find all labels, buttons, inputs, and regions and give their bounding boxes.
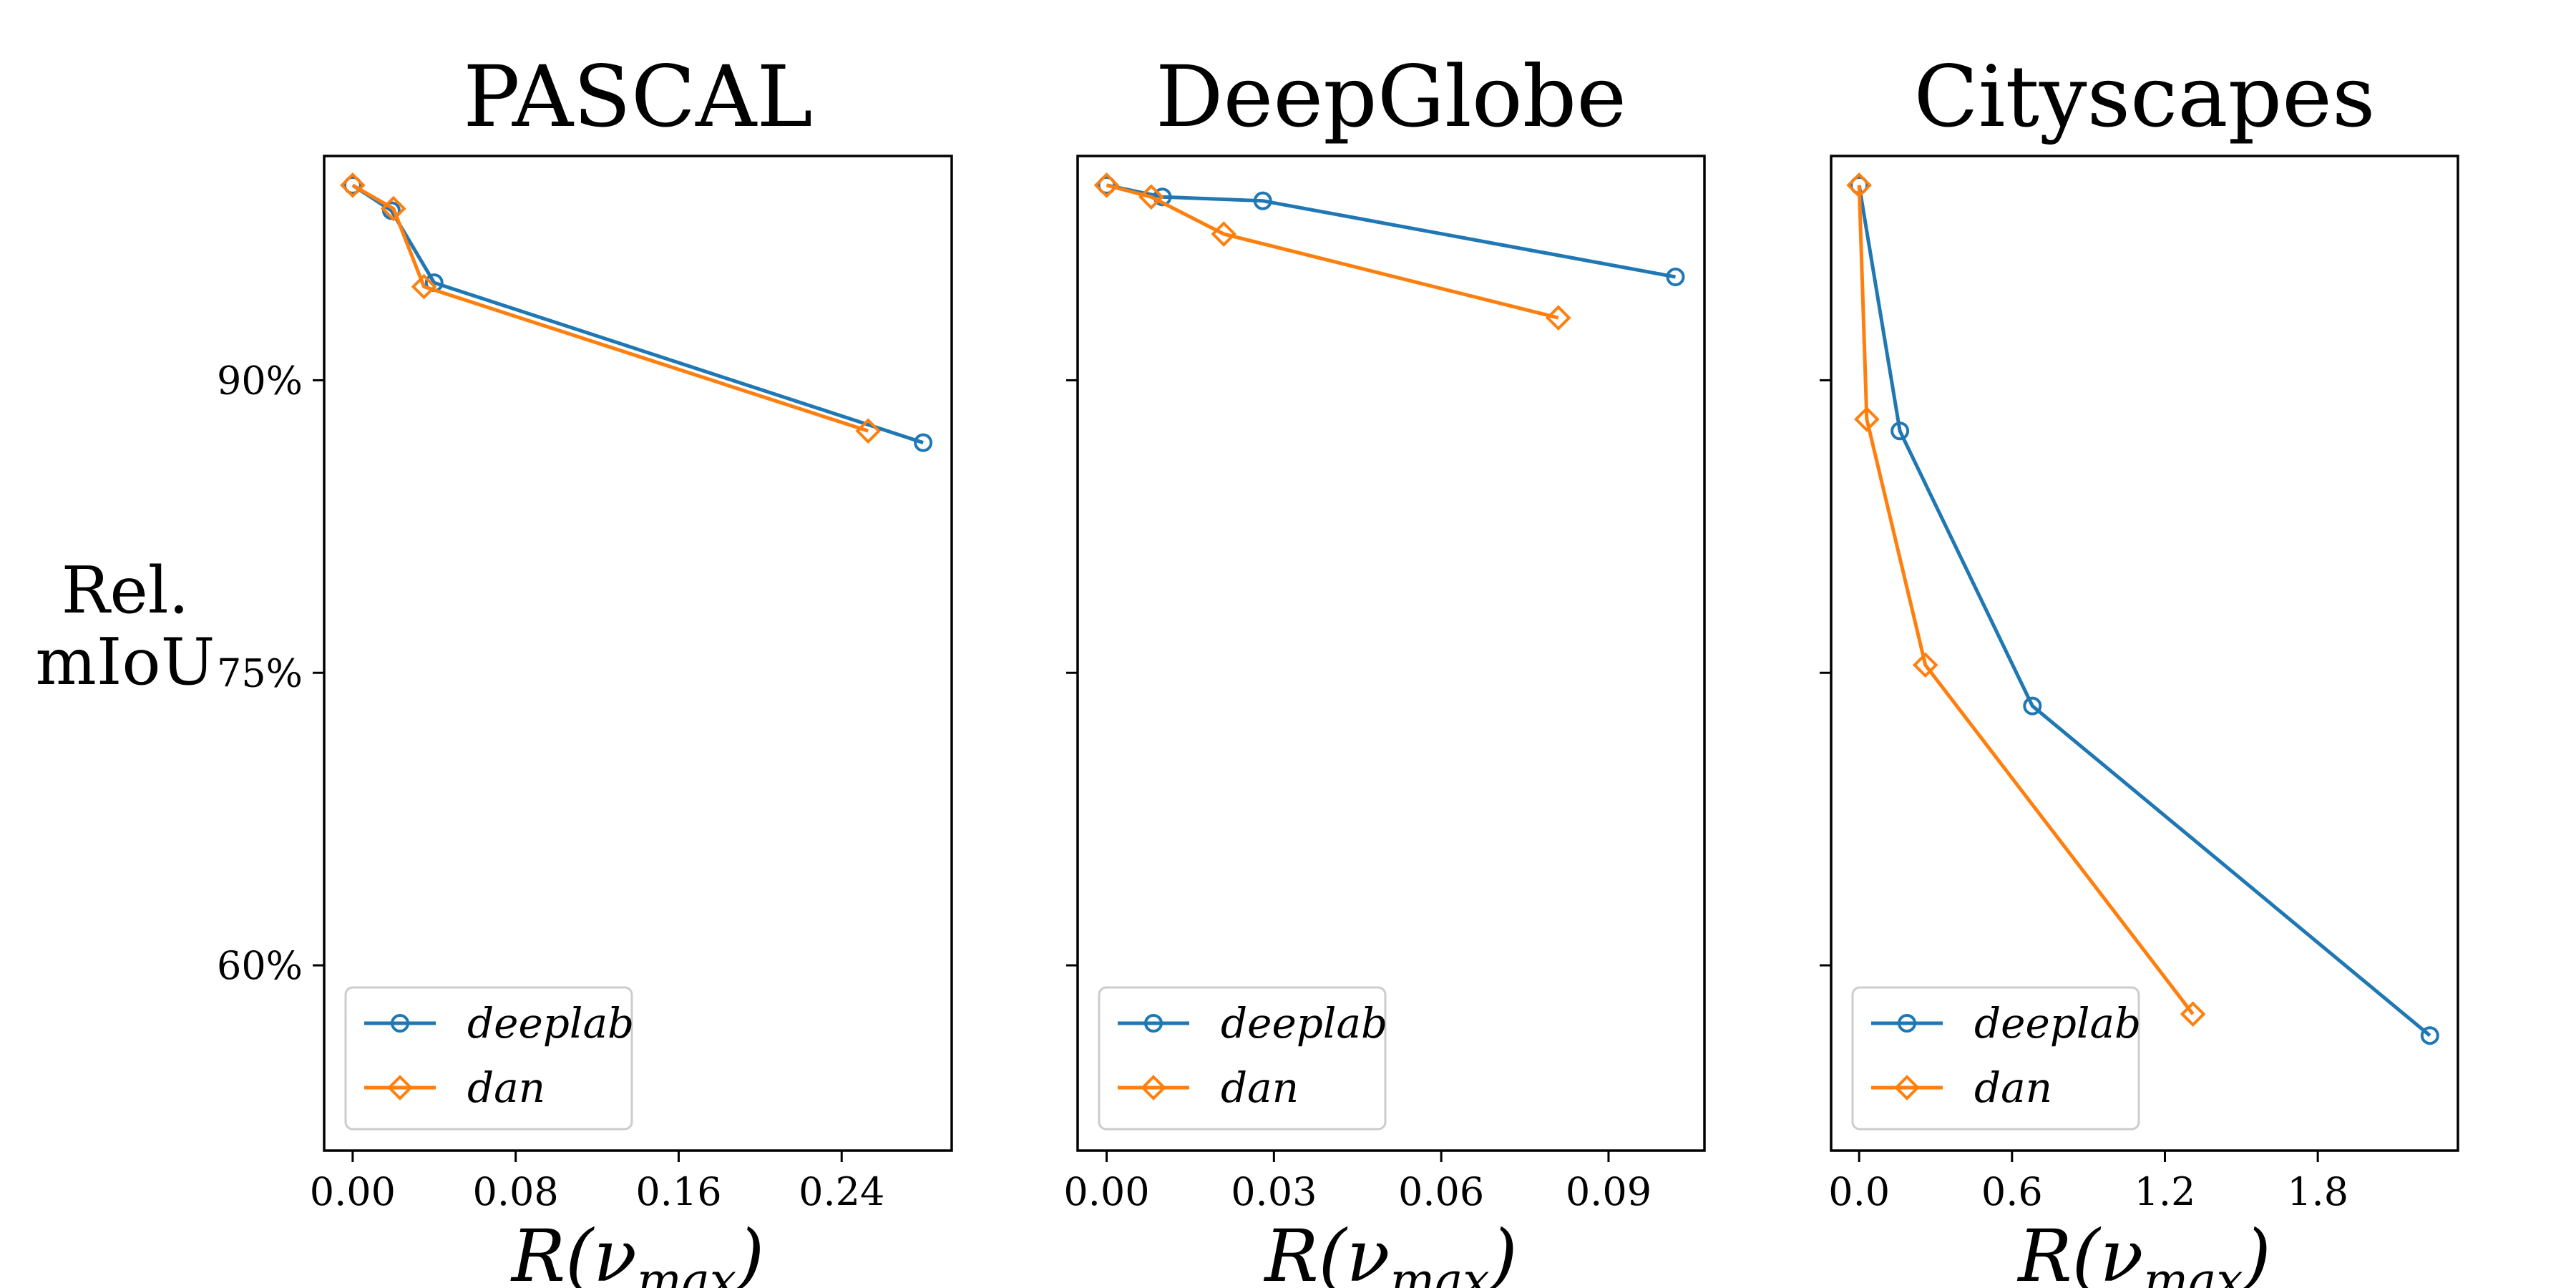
x-tick-label: 0.06 (1398, 1169, 1484, 1214)
y-tick-label: 60% (217, 943, 303, 988)
legend: deeplab dan (1098, 986, 1387, 1131)
y-tick-label: 90% (217, 358, 303, 403)
legend-label: dan (467, 1063, 545, 1112)
legend-marker (1898, 1014, 1916, 1033)
data-point-dan (340, 172, 366, 198)
data-point-deeplab (1097, 175, 1116, 195)
legend-entry-deeplab: deeplab (1871, 999, 2141, 1048)
x-tick-label: 1.8 (2287, 1169, 2348, 1214)
x-tick-label: 0.00 (310, 1169, 396, 1214)
x-axis-label: R(νmax) (510, 1214, 764, 1288)
chart-title: PASCAL (463, 47, 812, 146)
data-point-deeplab (2420, 1026, 2439, 1045)
legend-entry-dan: dan (1118, 1063, 1299, 1112)
legend-entry-dan: dan (364, 1063, 545, 1112)
legend-marker (387, 1075, 413, 1101)
series-line-deeplab (1857, 185, 2431, 1038)
x-tick-label: 0.09 (1566, 1169, 1652, 1214)
data-point-dan (380, 195, 406, 222)
x-axis-label: R(νmax) (1263, 1214, 1517, 1288)
data-point-dan (1912, 652, 1938, 678)
series-line-dan (1857, 185, 2195, 1015)
chart-panel-1: PASCAL 0.00 0.08 0.16 0.24 90% 75% 60% R(νmax) de… (217, 47, 953, 1288)
data-point-dan (2180, 1001, 2206, 1028)
plot-frame (323, 155, 953, 1152)
chart-title: DeepGlobe (1156, 47, 1626, 146)
data-point-deeplab (2023, 696, 2042, 716)
x-tick-label: 0.6 (1981, 1169, 2043, 1214)
series-line-dan (351, 183, 869, 433)
plot-frame (1076, 155, 1706, 1152)
x-tick-label: 0.0 (1828, 1169, 1890, 1214)
data-point-dan (1854, 406, 1880, 432)
x-tick-label: 0.03 (1231, 1169, 1317, 1214)
x-axis-label: R(νmax) (2016, 1214, 2270, 1288)
series-line-deeplab (351, 183, 924, 445)
chart-title: Cityscapes (1913, 47, 2375, 146)
legend-label: dan (1221, 1063, 1299, 1112)
data-point-dan (1093, 172, 1120, 198)
legend-marker (1144, 1014, 1163, 1033)
chart-panel-3: Cityscapes 0.0 0.6 1.2 1.8 R(νmax) deeplab dan (1820, 47, 2459, 1288)
data-point-dan (411, 273, 437, 300)
x-tick-label: 0.00 (1063, 1169, 1149, 1214)
data-point-dan (1211, 221, 1237, 247)
series-line-deeplab (1106, 183, 1676, 279)
x-tick-label: 0.16 (635, 1169, 721, 1214)
x-tick-label: 1.2 (2135, 1169, 2196, 1214)
legend: deeplab dan (344, 986, 634, 1131)
data-point-dan (1545, 305, 1571, 331)
legend-marker (391, 1014, 409, 1033)
data-point-deeplab (1666, 267, 1685, 286)
legend-label: deeplab (1221, 999, 1387, 1048)
series-line-dan (1106, 183, 1559, 320)
legend-entry-dan: dan (1871, 1063, 2052, 1112)
data-point-dan (1138, 184, 1164, 210)
legend: deeplab dan (1851, 986, 2141, 1131)
data-point-deeplab (914, 433, 933, 452)
data-point-dan (1846, 172, 1872, 198)
y-tick-label: 75% (217, 650, 303, 696)
plot-frame (1830, 155, 2459, 1152)
data-point-deeplab (1253, 191, 1272, 210)
legend-label: dan (1974, 1063, 2052, 1112)
legend-marker (1894, 1075, 1920, 1101)
legend-entry-deeplab: deeplab (364, 999, 634, 1048)
data-point-deeplab (1890, 421, 1910, 441)
y-axis-label-line2: mIoU (36, 625, 215, 700)
legend-label: deeplab (1974, 999, 2141, 1048)
data-point-dan (855, 418, 882, 444)
legend-marker (1141, 1075, 1166, 1101)
legend-label: deeplab (467, 999, 634, 1048)
x-tick-label: 0.08 (473, 1169, 559, 1214)
data-point-deeplab (343, 175, 362, 195)
x-tick-label: 0.24 (799, 1169, 884, 1214)
y-axis-label-line1: Rel. (62, 553, 189, 628)
legend-entry-deeplab: deeplab (1118, 999, 1387, 1048)
